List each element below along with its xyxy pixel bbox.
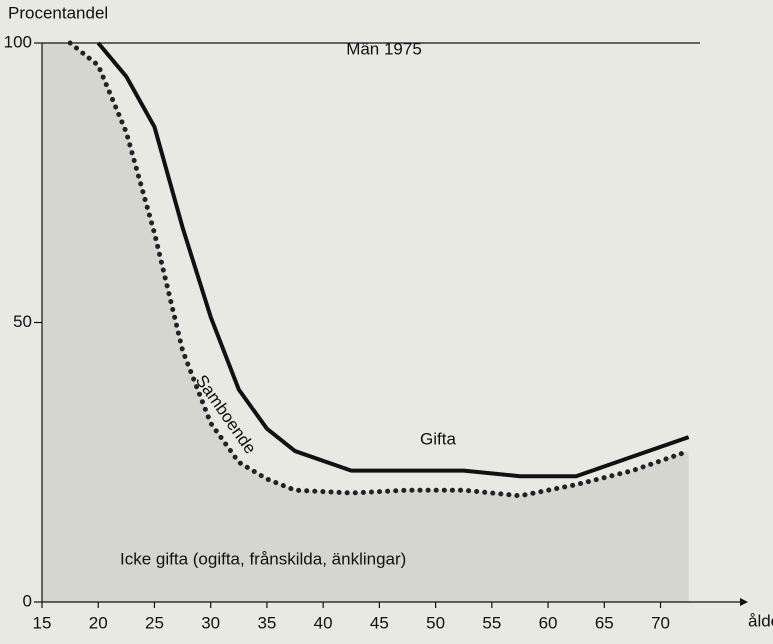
y-tick-label: 100 xyxy=(4,32,32,51)
x-tick-label: 60 xyxy=(539,613,558,632)
x-axis-arrow xyxy=(740,598,748,606)
shaded-area xyxy=(42,43,689,602)
x-tick-label: 70 xyxy=(651,613,670,632)
x-tick-label: 15 xyxy=(33,613,52,632)
x-tick-label: 50 xyxy=(426,613,445,632)
x-tick-label: 20 xyxy=(89,613,108,632)
y-tick-label: 0 xyxy=(23,591,32,610)
annotation: Icke gifta (ogifta, frånskilda, änklinga… xyxy=(120,549,406,568)
series-line xyxy=(67,40,692,499)
y-axis-label: Procentandel xyxy=(8,3,108,22)
x-tick-label: 25 xyxy=(145,613,164,632)
x-tick-label: 35 xyxy=(257,613,276,632)
x-tick-label: 30 xyxy=(201,613,220,632)
x-tick-label: 55 xyxy=(482,613,501,632)
x-tick-label: 65 xyxy=(595,613,614,632)
y-tick-label: 50 xyxy=(13,312,32,331)
annotation: Gifta xyxy=(420,429,456,448)
chart-title: Män 1975 xyxy=(346,39,422,58)
x-axis-label: ålder xyxy=(748,611,773,630)
x-tick-label: 45 xyxy=(370,613,389,632)
series-line xyxy=(96,41,690,479)
x-tick-label: 40 xyxy=(314,613,333,632)
